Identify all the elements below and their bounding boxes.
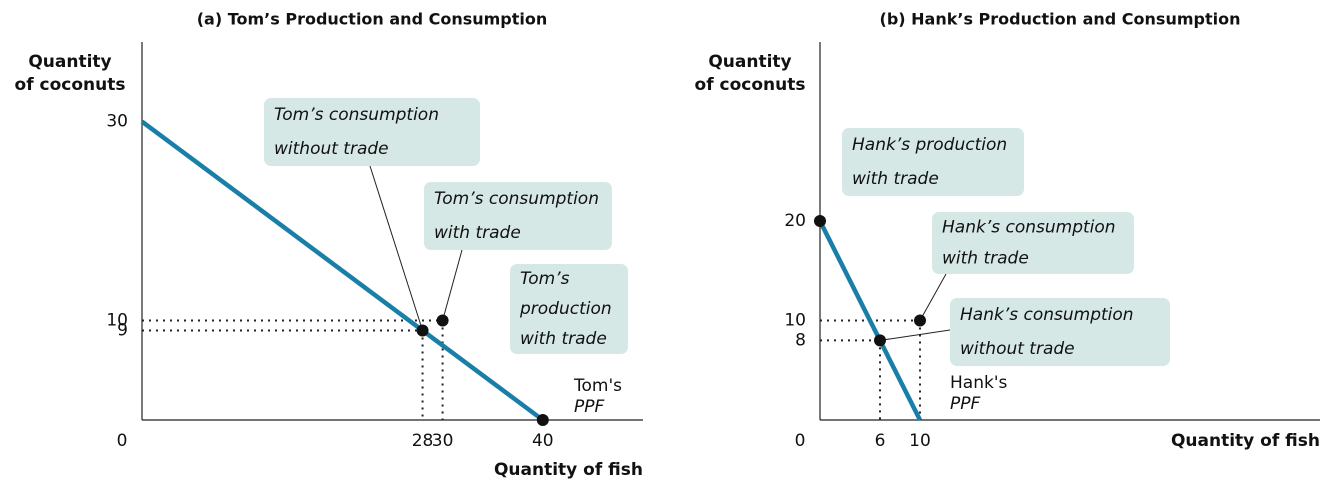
callout-box xyxy=(424,182,612,250)
callout-text: Hank’s production xyxy=(852,135,1007,155)
y-axis-label: Quantity xyxy=(708,52,791,72)
callout-text: with trade xyxy=(434,223,521,243)
y-tick-label: 20 xyxy=(784,211,806,231)
x-tick-label: 10 xyxy=(909,431,931,451)
callout-box xyxy=(264,98,480,166)
x-axis-label: Quantity of fish xyxy=(1171,431,1320,451)
leader-line xyxy=(369,165,424,331)
x-tick-label: 0 xyxy=(117,431,128,451)
leader-line xyxy=(442,249,463,321)
point xyxy=(436,314,449,327)
y-axis-label: Quantity xyxy=(28,52,111,72)
callout-box xyxy=(950,298,1170,366)
chart-title: (a) Tom’s Production and Consumption xyxy=(197,10,548,29)
callout-text: with trade xyxy=(942,249,1029,269)
y-axis-label: of coconuts xyxy=(15,75,126,95)
curve-label: Hank's xyxy=(950,373,1007,393)
leader-line xyxy=(879,329,951,341)
callout-text: without trade xyxy=(274,139,389,159)
x-tick-label: 0 xyxy=(795,431,806,451)
y-tick-label: 30 xyxy=(106,112,128,132)
ppf-line xyxy=(140,119,545,422)
callout-text: Hank’s consumption xyxy=(942,218,1116,238)
callout-box xyxy=(510,264,628,354)
callout-text: Tom’s consumption xyxy=(274,105,439,125)
point xyxy=(416,324,429,337)
x-tick-label: 30 xyxy=(432,431,454,451)
x-tick-label: 28 xyxy=(412,431,434,451)
point xyxy=(914,314,926,327)
curve-label: Tom's xyxy=(573,376,622,396)
ppf-line xyxy=(817,220,923,422)
callout-text: production xyxy=(519,299,612,319)
leader-line xyxy=(919,273,947,321)
y-tick-label: 9 xyxy=(117,320,128,340)
x-tick-label: 40 xyxy=(532,431,554,451)
point xyxy=(814,215,826,228)
callout-text: with trade xyxy=(852,169,939,189)
callout-text: with trade xyxy=(520,329,607,349)
callout-text: Tom’s consumption xyxy=(434,189,599,209)
curve-label: PPF xyxy=(574,397,605,417)
curve-label: PPF xyxy=(950,394,981,414)
x-tick-label: 6 xyxy=(875,431,886,451)
callout-text: without trade xyxy=(960,339,1075,359)
point xyxy=(874,334,886,347)
x-axis-label: Quantity of fish xyxy=(494,460,643,480)
y-tick-label: 10 xyxy=(106,311,128,331)
callout-box xyxy=(932,212,1134,274)
point xyxy=(536,414,549,426)
y-tick-label: 10 xyxy=(784,311,806,331)
callout-text: Tom’s xyxy=(520,269,570,289)
y-axis-label: of coconuts xyxy=(695,75,806,95)
chart-title: (b) Hank’s Production and Consumption xyxy=(880,10,1241,29)
y-tick-label: 8 xyxy=(795,330,806,350)
callout-text: Hank’s consumption xyxy=(960,305,1134,325)
callout-box xyxy=(842,128,1024,196)
